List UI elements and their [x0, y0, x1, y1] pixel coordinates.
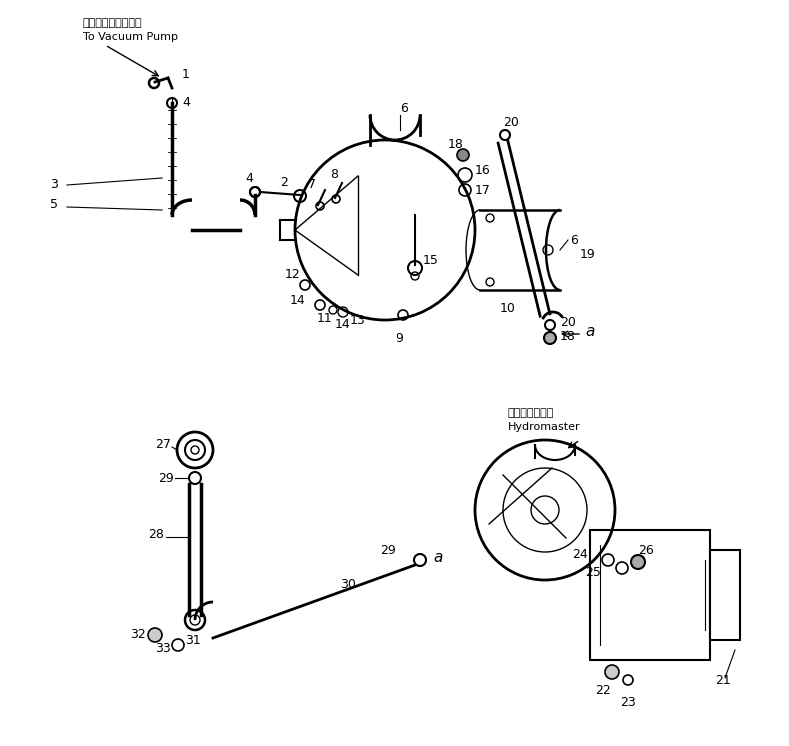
Text: 11: 11 [317, 312, 333, 325]
Text: 19: 19 [580, 248, 596, 262]
Text: 26: 26 [638, 544, 654, 557]
Text: 13: 13 [350, 313, 366, 327]
Text: 27: 27 [155, 439, 171, 451]
Text: 29: 29 [158, 471, 174, 484]
Text: To Vacuum Pump: To Vacuum Pump [83, 32, 178, 42]
Text: 18: 18 [448, 139, 464, 151]
Text: 17: 17 [475, 184, 491, 196]
Text: 25: 25 [585, 565, 601, 578]
Text: バキュームポンプへ: バキュームポンプへ [83, 18, 143, 28]
Text: ハイドロマスタ: ハイドロマスタ [508, 408, 555, 418]
Text: 14: 14 [335, 319, 351, 331]
Text: 29: 29 [380, 544, 396, 557]
Text: 9: 9 [395, 331, 403, 345]
Circle shape [544, 332, 556, 344]
Text: 14: 14 [290, 293, 306, 307]
Text: 15: 15 [423, 254, 439, 266]
Text: 12: 12 [285, 269, 301, 281]
Text: 23: 23 [620, 695, 636, 709]
Text: 31: 31 [185, 633, 200, 647]
Circle shape [148, 628, 162, 642]
Text: Hydromaster: Hydromaster [508, 422, 581, 432]
Text: 5: 5 [50, 198, 58, 212]
Text: 16: 16 [475, 163, 491, 177]
Text: 3: 3 [50, 178, 58, 192]
Circle shape [457, 149, 469, 161]
Text: 24: 24 [572, 548, 588, 562]
Text: 1: 1 [182, 69, 190, 81]
Text: 33: 33 [155, 642, 170, 654]
Text: 22: 22 [595, 683, 611, 697]
FancyBboxPatch shape [710, 550, 740, 640]
Text: 6: 6 [570, 233, 578, 246]
Text: 4: 4 [182, 96, 190, 110]
Circle shape [605, 665, 619, 679]
Text: 2: 2 [280, 175, 288, 189]
Text: 20: 20 [560, 316, 576, 328]
Text: 30: 30 [340, 578, 356, 592]
FancyBboxPatch shape [590, 530, 710, 660]
Text: 8: 8 [330, 168, 338, 181]
Text: 32: 32 [130, 628, 146, 642]
Text: 6: 6 [400, 101, 408, 114]
Text: a: a [585, 325, 594, 339]
Text: 18: 18 [560, 330, 576, 342]
Text: 21: 21 [715, 674, 731, 686]
Text: 10: 10 [500, 301, 516, 315]
Text: 4: 4 [245, 172, 253, 184]
Text: 7: 7 [308, 178, 316, 190]
Circle shape [631, 555, 645, 569]
Text: 20: 20 [503, 116, 519, 128]
Text: a: a [433, 550, 443, 565]
Text: 28: 28 [148, 528, 164, 542]
